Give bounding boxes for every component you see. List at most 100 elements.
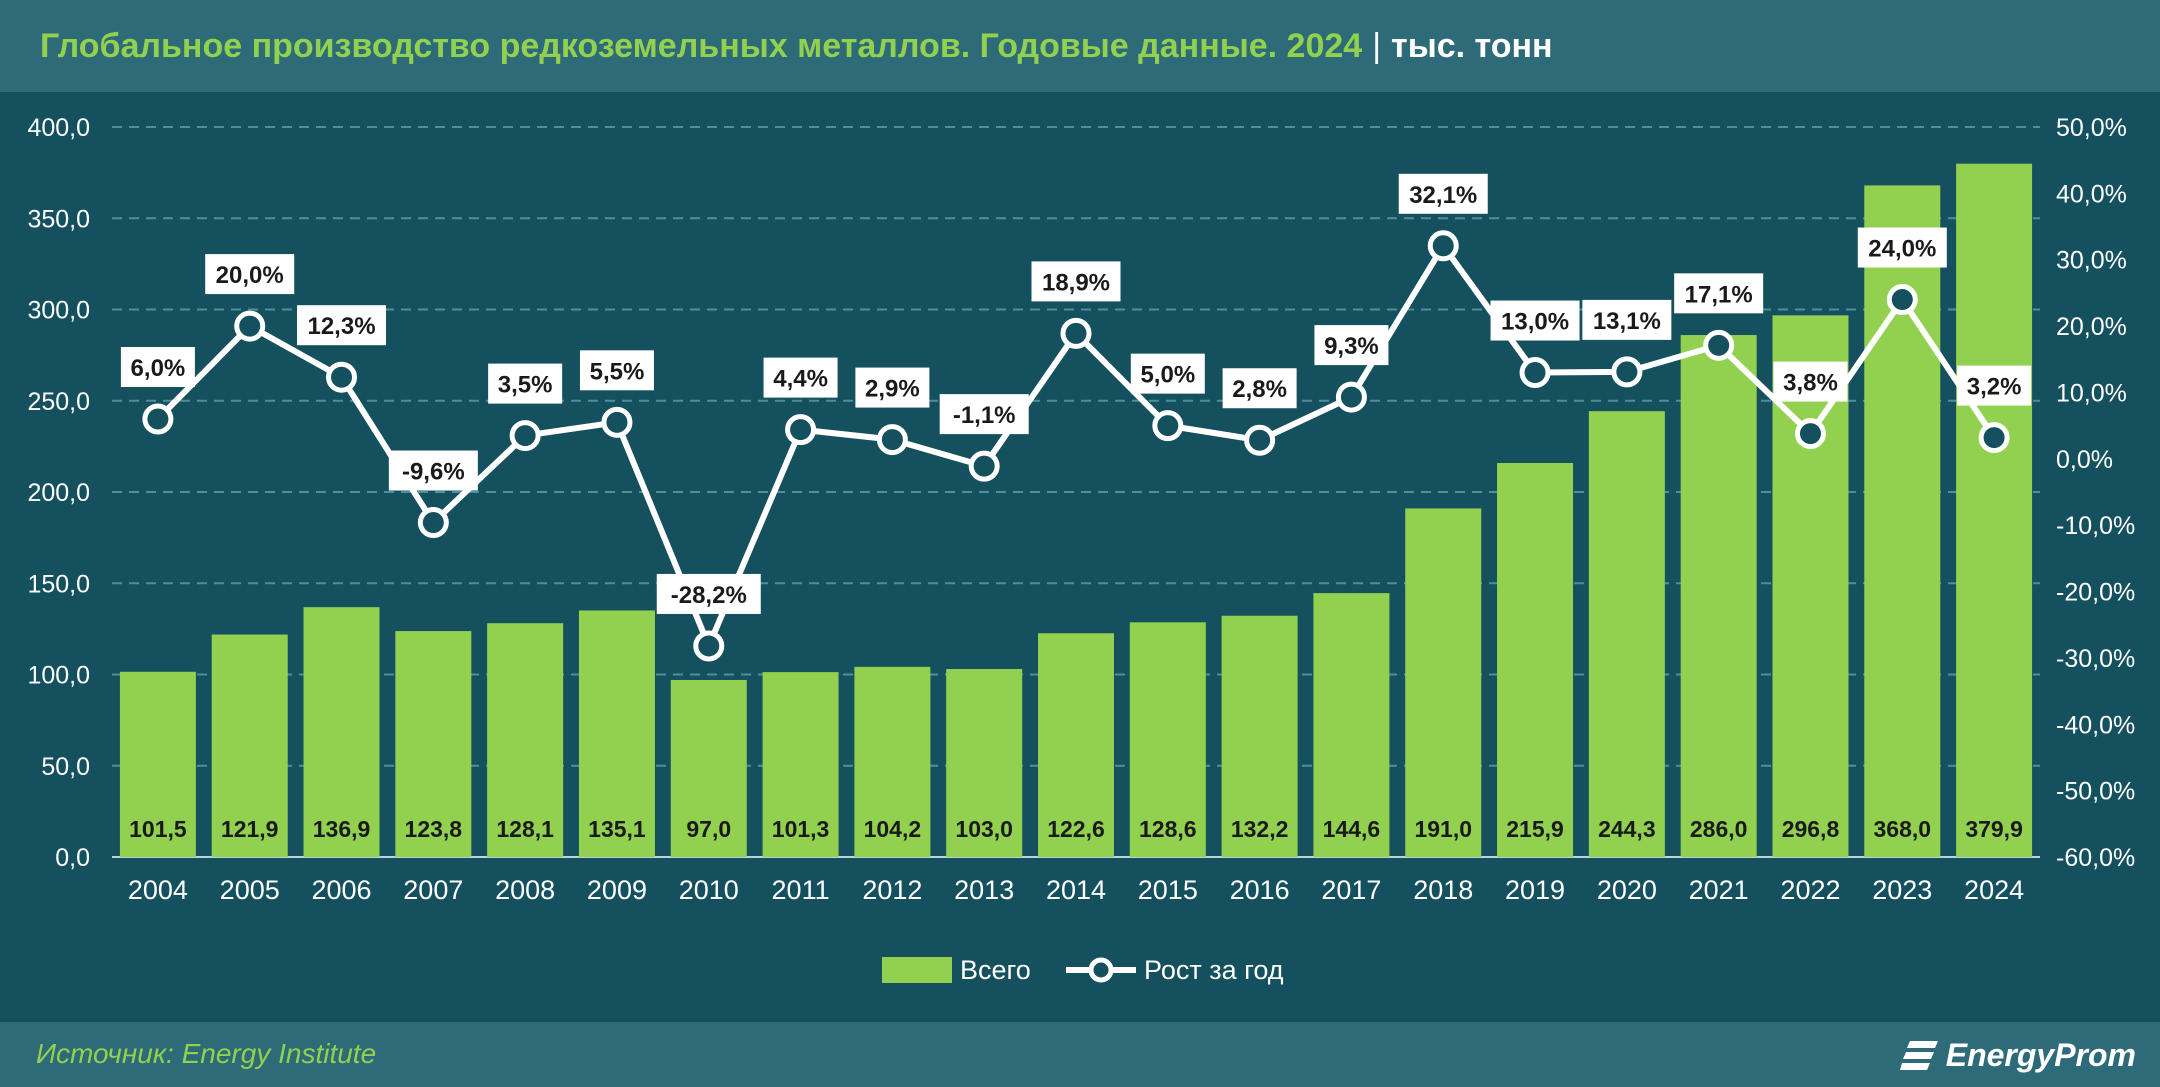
growth-point (968, 450, 1000, 482)
bar-value-label: 103,0 (955, 816, 1013, 842)
growth-value-label: 2,8% (1232, 376, 1287, 403)
growth-value-label: 3,8% (1783, 370, 1838, 397)
right-axis-tick-label: 10,0% (2056, 379, 2127, 407)
x-tick-label: 2008 (495, 875, 555, 905)
growth-value-label: 13,0% (1501, 309, 1569, 336)
growth-label-box (1222, 368, 1297, 409)
growth-value-label: 9,3% (1324, 333, 1379, 360)
growth-point (1152, 410, 1184, 442)
bar-value-label: 128,1 (496, 816, 554, 842)
energyprom-logo: EnergyProm (1899, 1028, 2136, 1082)
bar-value-label: 135,1 (588, 816, 646, 842)
bar-value-label: 122,6 (1047, 816, 1105, 842)
bar (1956, 163, 2033, 857)
right-axis-tick-label: 40,0% (2056, 180, 2127, 208)
bar (578, 610, 655, 857)
bar (1221, 615, 1298, 857)
growth-point (876, 424, 908, 456)
bar (211, 634, 288, 857)
growth-label-box (1490, 300, 1580, 341)
logo-text: EnergyProm (1945, 1036, 2136, 1073)
x-tick-label: 2007 (403, 875, 463, 905)
legend-label-bars: Всего (960, 955, 1031, 985)
right-axis-tick-label: -40,0% (2056, 711, 2135, 739)
bar-value-label: 104,2 (864, 816, 922, 842)
chart: 0,0 50,0 100,0 150,0 200,0 250,0 300,0 350,0 400… (27, 114, 2135, 985)
bar-value-label: 244,3 (1598, 816, 1656, 842)
x-tick-label: 2017 (1321, 875, 1381, 905)
unit-label: тыс. тонн (1391, 26, 1553, 65)
x-tick-label: 2012 (862, 875, 922, 905)
right-axis-tick-label: 20,0% (2056, 313, 2127, 341)
growth-point (1886, 284, 1918, 316)
right-axis-tick-label: 0,0% (2056, 446, 2113, 474)
energyprom-logo-icon (1899, 1041, 1938, 1070)
x-tick-label: 2022 (1780, 875, 1840, 905)
bar (1497, 462, 1574, 857)
header-bar: Глобальное производство редкоземельных м… (0, 0, 2160, 92)
growth-value-label: 3,5% (498, 372, 553, 399)
x-tick-label: 2018 (1413, 875, 1473, 905)
growth-label-box (205, 254, 295, 295)
bar (1038, 633, 1114, 857)
growth-value-label: 12,3% (307, 313, 375, 340)
x-tick-label: 2023 (1872, 875, 1932, 905)
bar-value-label: 132,2 (1231, 816, 1289, 842)
bar-value-label: 128,6 (1139, 816, 1197, 842)
left-axis-tick-label: 400,0 (27, 114, 90, 142)
right-axis-tick-label: 30,0% (2056, 247, 2127, 275)
x-tick-label: 2019 (1505, 875, 1565, 905)
growth-value-label: 5,0% (1140, 362, 1195, 389)
growth-value-label: 4,4% (773, 366, 828, 393)
growth-value-label: -1,1% (953, 402, 1016, 429)
growth-point (326, 361, 358, 393)
growth-label-box (1398, 173, 1488, 214)
bar (119, 671, 196, 857)
growth-point (509, 420, 541, 452)
x-tick-label: 2005 (220, 875, 280, 905)
growth-value-label: 5,5% (590, 358, 645, 385)
growth-label-box (1031, 261, 1121, 302)
growth-point (1427, 230, 1459, 262)
bar-value-label: 191,0 (1414, 816, 1472, 842)
bar (670, 679, 747, 857)
bar (1588, 411, 1665, 857)
growth-value-label: 13,1% (1593, 308, 1661, 335)
x-tick-label: 2015 (1138, 875, 1198, 905)
growth-value-label: 6,0% (131, 355, 186, 382)
x-tick-label: 2011 (772, 875, 830, 905)
growth-point (1703, 329, 1735, 361)
bar-value-label: 97,0 (686, 816, 731, 842)
chart-title: Глобальное производство редкоземельных м… (40, 26, 1363, 65)
legend-swatch-point (1088, 957, 1114, 983)
growth-value-label: 3,2% (1967, 374, 2022, 401)
x-tick-label: 2010 (679, 875, 739, 905)
x-tick-label: 2016 (1230, 875, 1290, 905)
left-axis-tick-label: 50,0 (41, 753, 90, 781)
left-axis-tick-label: 150,0 (27, 570, 90, 598)
bar-value-label: 379,9 (1965, 816, 2023, 842)
left-axis-tick-label: 250,0 (27, 388, 90, 416)
growth-value-label: 17,1% (1685, 281, 1753, 308)
growth-value-label: 20,0% (216, 262, 284, 289)
bar-value-label: 215,9 (1506, 816, 1564, 842)
bar-value-label: 368,0 (1874, 816, 1932, 842)
x-tick-label: 2021 (1689, 875, 1749, 905)
growth-value-label: -9,6% (402, 459, 465, 486)
bar (854, 666, 931, 857)
x-tick-label: 2009 (587, 875, 647, 905)
bar (1313, 593, 1390, 857)
growth-label-box (579, 350, 654, 391)
left-axis-tick-label: 200,0 (27, 479, 90, 507)
x-tick-label: 2006 (311, 875, 371, 905)
growth-label-box (1674, 273, 1764, 314)
growth-label-box (763, 357, 838, 398)
growth-value-label: 32,1% (1409, 182, 1477, 209)
bar-value-label: 296,8 (1782, 816, 1840, 842)
footer-bar: Источник: Energy Institute EnergyProm (0, 1022, 2160, 1087)
growth-label-box (1130, 353, 1205, 394)
bar (303, 607, 380, 857)
growth-point (1611, 356, 1643, 388)
growth-point (1335, 381, 1367, 413)
bar (1405, 508, 1482, 857)
